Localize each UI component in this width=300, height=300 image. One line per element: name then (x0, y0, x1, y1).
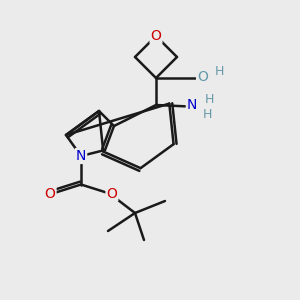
Text: N: N (76, 149, 86, 163)
Text: O: O (106, 187, 117, 200)
Text: H: H (205, 93, 214, 106)
Text: O: O (151, 29, 161, 43)
Text: H: H (202, 108, 212, 122)
Text: N: N (187, 98, 197, 112)
Text: O: O (197, 70, 208, 84)
Text: O: O (45, 187, 56, 200)
Text: H: H (215, 65, 224, 78)
